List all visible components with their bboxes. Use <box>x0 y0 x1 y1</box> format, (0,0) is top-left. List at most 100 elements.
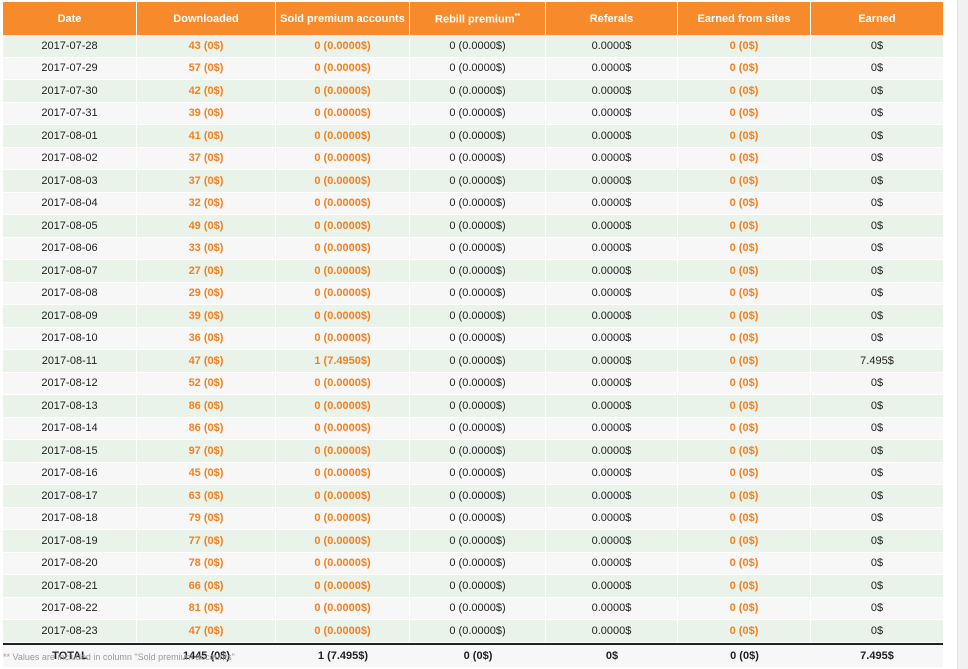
cell-earned-from-sites: 0 (0$) <box>678 260 811 283</box>
cell-earned-from-sites: 0 (0$) <box>678 215 811 238</box>
cell-rebill-premium: 0 (0.0000$) <box>410 417 546 440</box>
cell-earned: 0$ <box>811 327 943 350</box>
cell-sold-premium: 0 (0.0000$) <box>276 282 410 305</box>
cell-rebill-premium: 0 (0.0000$) <box>410 552 546 575</box>
table-row: 2017-08-19 77 (0$) 0 (0.0000$) 0 (0.0000$) 0… <box>3 530 943 553</box>
cell-earned: 0$ <box>811 237 943 260</box>
cell-earned: 0$ <box>811 305 943 328</box>
cell-downloaded: 29 (0$) <box>137 282 276 305</box>
table-row: 2017-08-11 47 (0$) 1 (7.4950$) 0 (0.0000$) 0… <box>3 350 943 373</box>
cell-sold-premium: 0 (0.0000$) <box>276 417 410 440</box>
cell-rebill-premium: 0 (0.0000$) <box>410 147 546 170</box>
cell-referals: 0.0000$ <box>546 597 678 620</box>
cell-downloaded: 39 (0$) <box>137 305 276 328</box>
cell-downloaded: 33 (0$) <box>137 237 276 260</box>
cell-rebill-premium: 0 (0.0000$) <box>410 57 546 80</box>
cell-earned: 0$ <box>811 620 943 643</box>
cell-referals: 0.0000$ <box>546 170 678 193</box>
table-row: 2017-07-29 57 (0$) 0 (0.0000$) 0 (0.0000$) 0… <box>3 57 943 80</box>
cell-date: 2017-08-21 <box>3 575 137 598</box>
cell-rebill-premium: 0 (0.0000$) <box>410 507 546 530</box>
cell-date: 2017-08-05 <box>3 215 137 238</box>
cell-earned-from-sites: 0 (0$) <box>678 237 811 260</box>
cell-earned: 0$ <box>811 485 943 508</box>
header-row: Date Downloaded Sold premium accounts Re… <box>3 2 943 35</box>
cell-earned-from-sites: 0 (0$) <box>678 552 811 575</box>
cell-earned: 0$ <box>811 282 943 305</box>
col-header-date: Date <box>3 2 137 35</box>
col-header-downloaded: Downloaded <box>137 2 276 35</box>
cell-date: 2017-08-12 <box>3 372 137 395</box>
cell-referals: 0.0000$ <box>546 305 678 328</box>
cell-downloaded: 86 (0$) <box>137 417 276 440</box>
cell-earned: 0$ <box>811 192 943 215</box>
cell-rebill-premium: 0 (0.0000$) <box>410 305 546 328</box>
cell-date: 2017-08-20 <box>3 552 137 575</box>
cell-downloaded: 47 (0$) <box>137 620 276 643</box>
table-row: 2017-08-13 86 (0$) 0 (0.0000$) 0 (0.0000$) 0… <box>3 395 943 418</box>
cell-rebill-premium: 0 (0.0000$) <box>410 237 546 260</box>
cell-referals: 0.0000$ <box>546 350 678 373</box>
cell-earned: 0$ <box>811 597 943 620</box>
cell-earned-from-sites: 0 (0$) <box>678 350 811 373</box>
cell-earned-from-sites: 0 (0$) <box>678 327 811 350</box>
cell-date: 2017-08-07 <box>3 260 137 283</box>
table-row: 2017-08-09 39 (0$) 0 (0.0000$) 0 (0.0000$) 0… <box>3 305 943 328</box>
page-scrollbar[interactable] <box>957 0 968 669</box>
cell-rebill-premium: 0 (0.0000$) <box>410 597 546 620</box>
table-row: 2017-08-20 78 (0$) 0 (0.0000$) 0 (0.0000$) 0… <box>3 552 943 575</box>
cell-referals: 0.0000$ <box>546 237 678 260</box>
table-row: 2017-08-06 33 (0$) 0 (0.0000$) 0 (0.0000$) 0… <box>3 237 943 260</box>
cell-downloaded: 45 (0$) <box>137 462 276 485</box>
cell-rebill-premium: 0 (0.0000$) <box>410 170 546 193</box>
cell-date: 2017-08-04 <box>3 192 137 215</box>
cell-date: 2017-08-22 <box>3 597 137 620</box>
table-row: 2017-08-10 36 (0$) 0 (0.0000$) 0 (0.0000$) 0… <box>3 327 943 350</box>
table-row: 2017-08-23 47 (0$) 0 (0.0000$) 0 (0.0000$) 0… <box>3 620 943 643</box>
cell-referals: 0.0000$ <box>546 395 678 418</box>
cell-date: 2017-08-15 <box>3 440 137 463</box>
cell-downloaded: 57 (0$) <box>137 57 276 80</box>
cell-referals: 0.0000$ <box>546 282 678 305</box>
cell-earned: 0$ <box>811 575 943 598</box>
cell-earned-from-sites: 0 (0$) <box>678 80 811 103</box>
cell-sold-premium: 0 (0.0000$) <box>276 552 410 575</box>
total-sold: 1 (7.495$) <box>276 642 410 667</box>
cell-sold-premium: 0 (0.0000$) <box>276 215 410 238</box>
table-row: 2017-08-14 86 (0$) 0 (0.0000$) 0 (0.0000$) 0… <box>3 417 943 440</box>
cell-sold-premium: 1 (7.4950$) <box>276 350 410 373</box>
table-row: 2017-08-05 49 (0$) 0 (0.0000$) 0 (0.0000$) 0… <box>3 215 943 238</box>
cell-earned: 0$ <box>811 170 943 193</box>
cell-rebill-premium: 0 (0.0000$) <box>410 192 546 215</box>
cell-sold-premium: 0 (0.0000$) <box>276 507 410 530</box>
cell-earned-from-sites: 0 (0$) <box>678 440 811 463</box>
cell-date: 2017-08-16 <box>3 462 137 485</box>
cell-date: 2017-08-09 <box>3 305 137 328</box>
cell-earned: 0$ <box>811 530 943 553</box>
cell-referals: 0.0000$ <box>546 102 678 125</box>
cell-date: 2017-08-06 <box>3 237 137 260</box>
cell-earned-from-sites: 0 (0$) <box>678 530 811 553</box>
cell-date: 2017-08-03 <box>3 170 137 193</box>
cell-referals: 0.0000$ <box>546 372 678 395</box>
cell-referals: 0.0000$ <box>546 35 678 58</box>
cell-earned-from-sites: 0 (0$) <box>678 125 811 148</box>
cell-sold-premium: 0 (0.0000$) <box>276 530 410 553</box>
cell-earned: 0$ <box>811 552 943 575</box>
cell-earned: 0$ <box>811 125 943 148</box>
col-header-referals: Referals <box>546 2 678 35</box>
cell-date: 2017-07-29 <box>3 57 137 80</box>
total-label: TOTAL <box>3 642 137 667</box>
cell-rebill-premium: 0 (0.0000$) <box>410 350 546 373</box>
cell-referals: 0.0000$ <box>546 327 678 350</box>
cell-sold-premium: 0 (0.0000$) <box>276 170 410 193</box>
cell-date: 2017-08-08 <box>3 282 137 305</box>
cell-rebill-premium: 0 (0.0000$) <box>410 485 546 508</box>
table-row: 2017-08-21 66 (0$) 0 (0.0000$) 0 (0.0000$) 0… <box>3 575 943 598</box>
table-row: 2017-07-31 39 (0$) 0 (0.0000$) 0 (0.0000$) 0… <box>3 102 943 125</box>
cell-rebill-premium: 0 (0.0000$) <box>410 125 546 148</box>
cell-downloaded: 39 (0$) <box>137 102 276 125</box>
col-header-earned: Earned <box>811 2 943 35</box>
cell-earned-from-sites: 0 (0$) <box>678 170 811 193</box>
cell-rebill-premium: 0 (0.0000$) <box>410 395 546 418</box>
